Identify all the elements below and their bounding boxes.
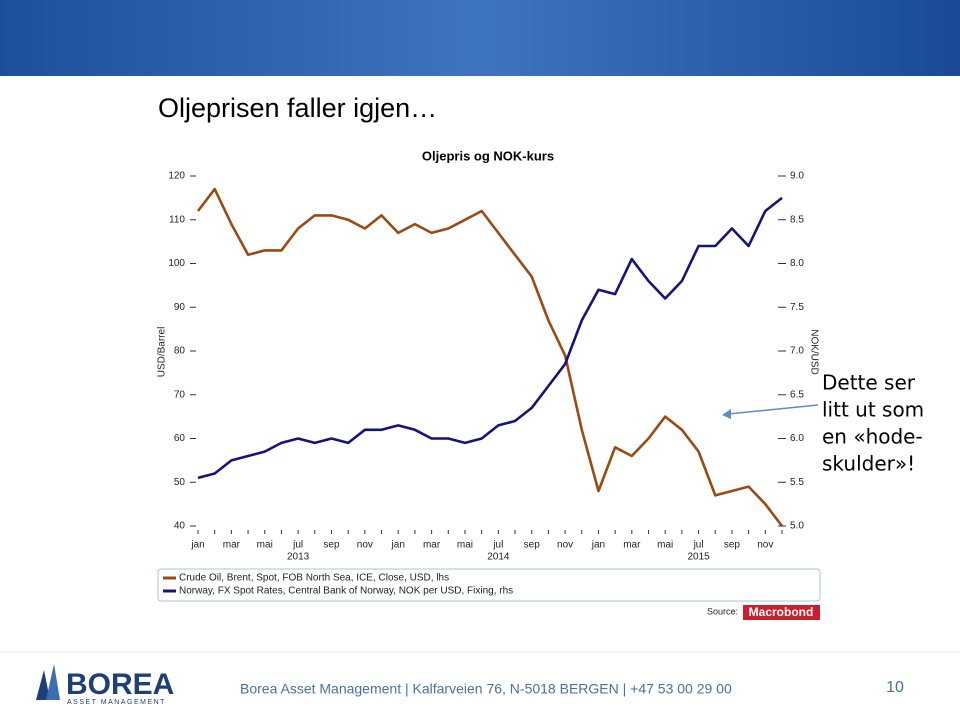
x-tick-label: sep xyxy=(323,540,340,551)
slide-title: Oljeprisen faller igjen… xyxy=(158,93,437,123)
annotation-line: en «hode- xyxy=(822,425,923,449)
y-tick-label: 70 xyxy=(174,389,186,400)
source-logo-box xyxy=(743,605,820,620)
series-line xyxy=(196,187,784,527)
legend-label: Norway, FX Spot Rates, Central Bank of N… xyxy=(179,586,513,597)
y-tick-label: 90 xyxy=(174,302,186,313)
legend-box xyxy=(157,568,821,602)
x-tick-label: jan xyxy=(591,540,605,551)
x-tick-label: jul xyxy=(492,540,503,551)
y-tick-label: 40 xyxy=(174,521,186,532)
x-tick-label: nov xyxy=(757,540,773,551)
source-label: Source: xyxy=(707,606,738,616)
header-band xyxy=(0,0,960,76)
page-number: 10 xyxy=(886,679,904,696)
y2-tick-label: 9.0 xyxy=(790,171,804,182)
y-tick-label: 50 xyxy=(174,477,186,488)
y-axis-label: USD/Barrel xyxy=(157,327,168,378)
logo-mark xyxy=(36,670,50,700)
annotation-line: Dette ser xyxy=(822,371,916,395)
footer-text: Borea Asset Management | Kalfarveien 76,… xyxy=(240,681,732,697)
arrow-head xyxy=(722,409,731,419)
year-label: 2014 xyxy=(487,552,510,563)
x-tick-label: sep xyxy=(724,540,741,551)
logo-text: BOREA xyxy=(66,668,174,701)
annotation-line: skulder»! xyxy=(822,452,915,476)
y-tick-label: 80 xyxy=(174,346,186,357)
chart-title: Oljepris og NOK-kurs xyxy=(422,148,554,163)
x-tick-label: jan xyxy=(391,540,405,551)
annotation: Dette ser litt ut som en «hode-skulder»! xyxy=(822,371,924,476)
year-label: 2013 xyxy=(287,552,310,563)
x-tick-label: jul xyxy=(693,540,704,551)
y-tick-label: 60 xyxy=(174,433,186,444)
legend-label: Crude Oil, Brent, Spot, FOB North Sea, I… xyxy=(179,573,449,584)
x-tick-label: mai xyxy=(457,540,473,551)
y2-axis-label: NOK/USD xyxy=(808,329,819,375)
x-tick-label: mar xyxy=(423,540,441,551)
y2-tick-label: 7.5 xyxy=(790,302,804,313)
x-tick-label: sep xyxy=(524,540,541,551)
y-tick-label: 110 xyxy=(169,214,185,225)
x-tick-label: mai xyxy=(257,540,273,551)
y2-tick-label: 8.0 xyxy=(790,258,804,269)
series-line xyxy=(197,196,783,480)
x-tick-label: mai xyxy=(657,540,673,551)
y-tick-label: 120 xyxy=(168,171,185,182)
y2-tick-label: 6.0 xyxy=(790,433,804,444)
x-tick-label: nov xyxy=(557,540,573,551)
x-tick-label: mar xyxy=(623,540,641,551)
logo-subtext: ASSET MANAGEMENT xyxy=(67,699,166,706)
source: Macrobond xyxy=(749,605,814,619)
y-tick-label: 100 xyxy=(168,258,185,269)
x-tick-label: mar xyxy=(223,540,241,551)
x-tick-label: jan xyxy=(190,540,204,551)
y2-tick-label: 5.5 xyxy=(790,477,804,488)
annotation-line: litt ut som xyxy=(822,398,924,422)
y2-tick-label: 6.5 xyxy=(790,389,804,400)
y2-tick-label: 8.5 xyxy=(790,214,804,225)
x-tick-label: jul xyxy=(292,540,303,551)
y2-tick-label: 7.0 xyxy=(790,346,804,357)
x-tick-label: nov xyxy=(357,540,373,551)
year-label: 2015 xyxy=(687,552,710,563)
y2-tick-label: 5.0 xyxy=(790,521,804,532)
annotation-arrow xyxy=(727,404,819,415)
logo-mark xyxy=(46,664,60,700)
